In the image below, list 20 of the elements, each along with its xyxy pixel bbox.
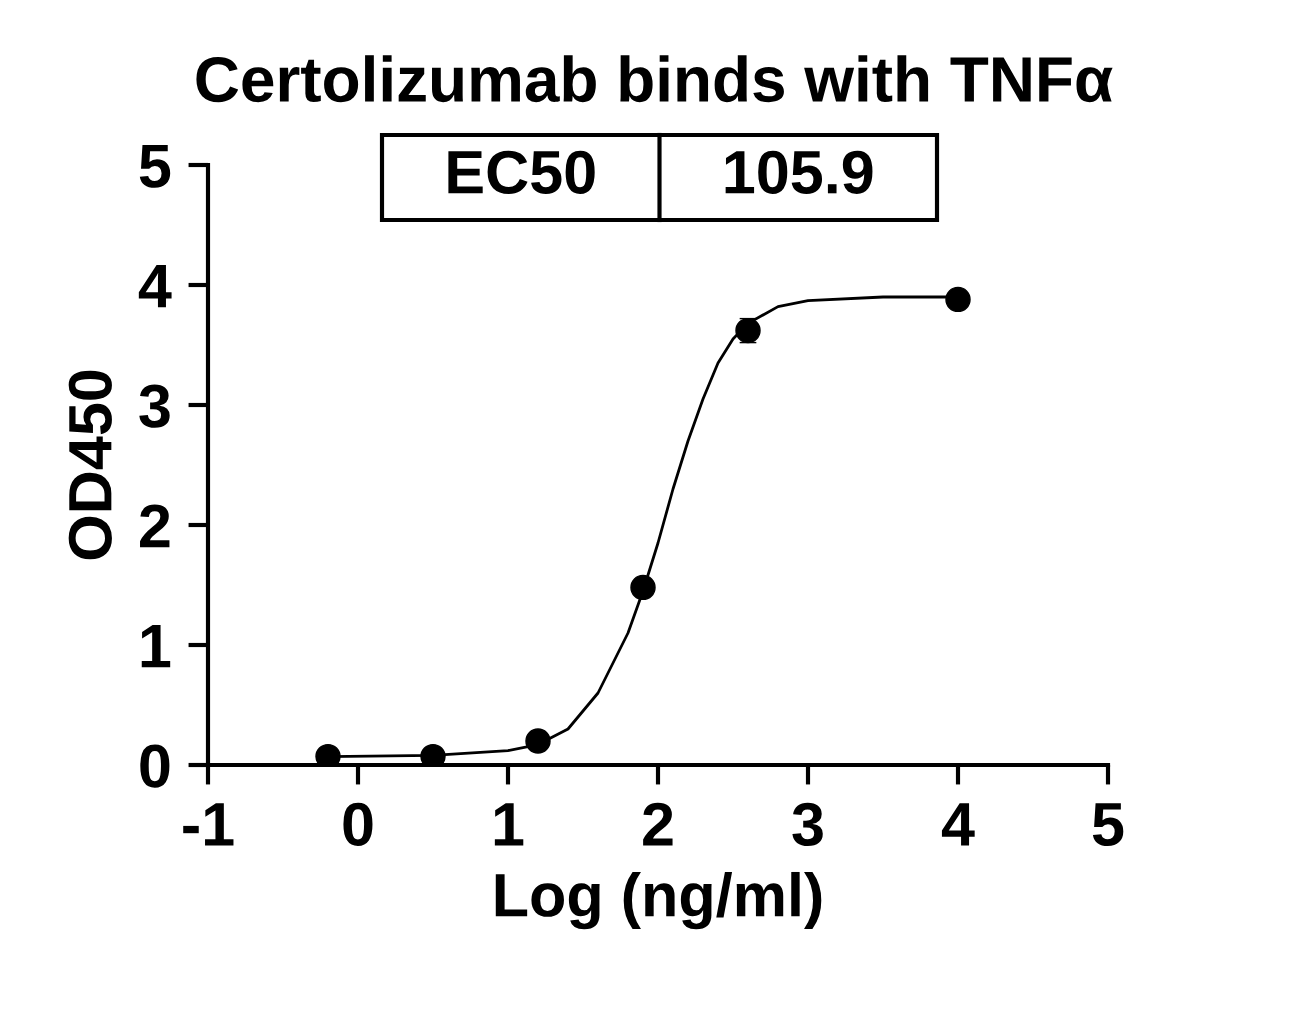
x-tick-label: 1	[494, 803, 524, 846]
point	[630, 574, 656, 601]
x-tick-label: 0	[343, 802, 373, 846]
x-tick-label: 5	[1092, 803, 1124, 846]
annotation: 105.9	[725, 150, 873, 194]
y-tick-label: 3	[139, 384, 170, 428]
annotation: EC50	[448, 150, 595, 194]
x-tick-label: 3	[792, 802, 823, 847]
y-tick-label: 4	[138, 265, 172, 308]
y-tick-label: 5	[139, 145, 171, 188]
x-tick-label: 2	[643, 802, 673, 846]
y-tick-label: 0	[140, 744, 170, 788]
chart-title: Certolizumab binds with TNFα	[196, 55, 1113, 103]
y-tick-label: 1	[141, 625, 171, 668]
x-tick-label: 4	[941, 803, 975, 846]
point	[945, 286, 971, 313]
x-axis-title: Log (ng/ml)	[495, 871, 822, 930]
y-tick-label: 2	[140, 504, 170, 548]
x-tick-label: -1	[183, 803, 234, 846]
y-axis-title: OD450	[68, 370, 112, 560]
